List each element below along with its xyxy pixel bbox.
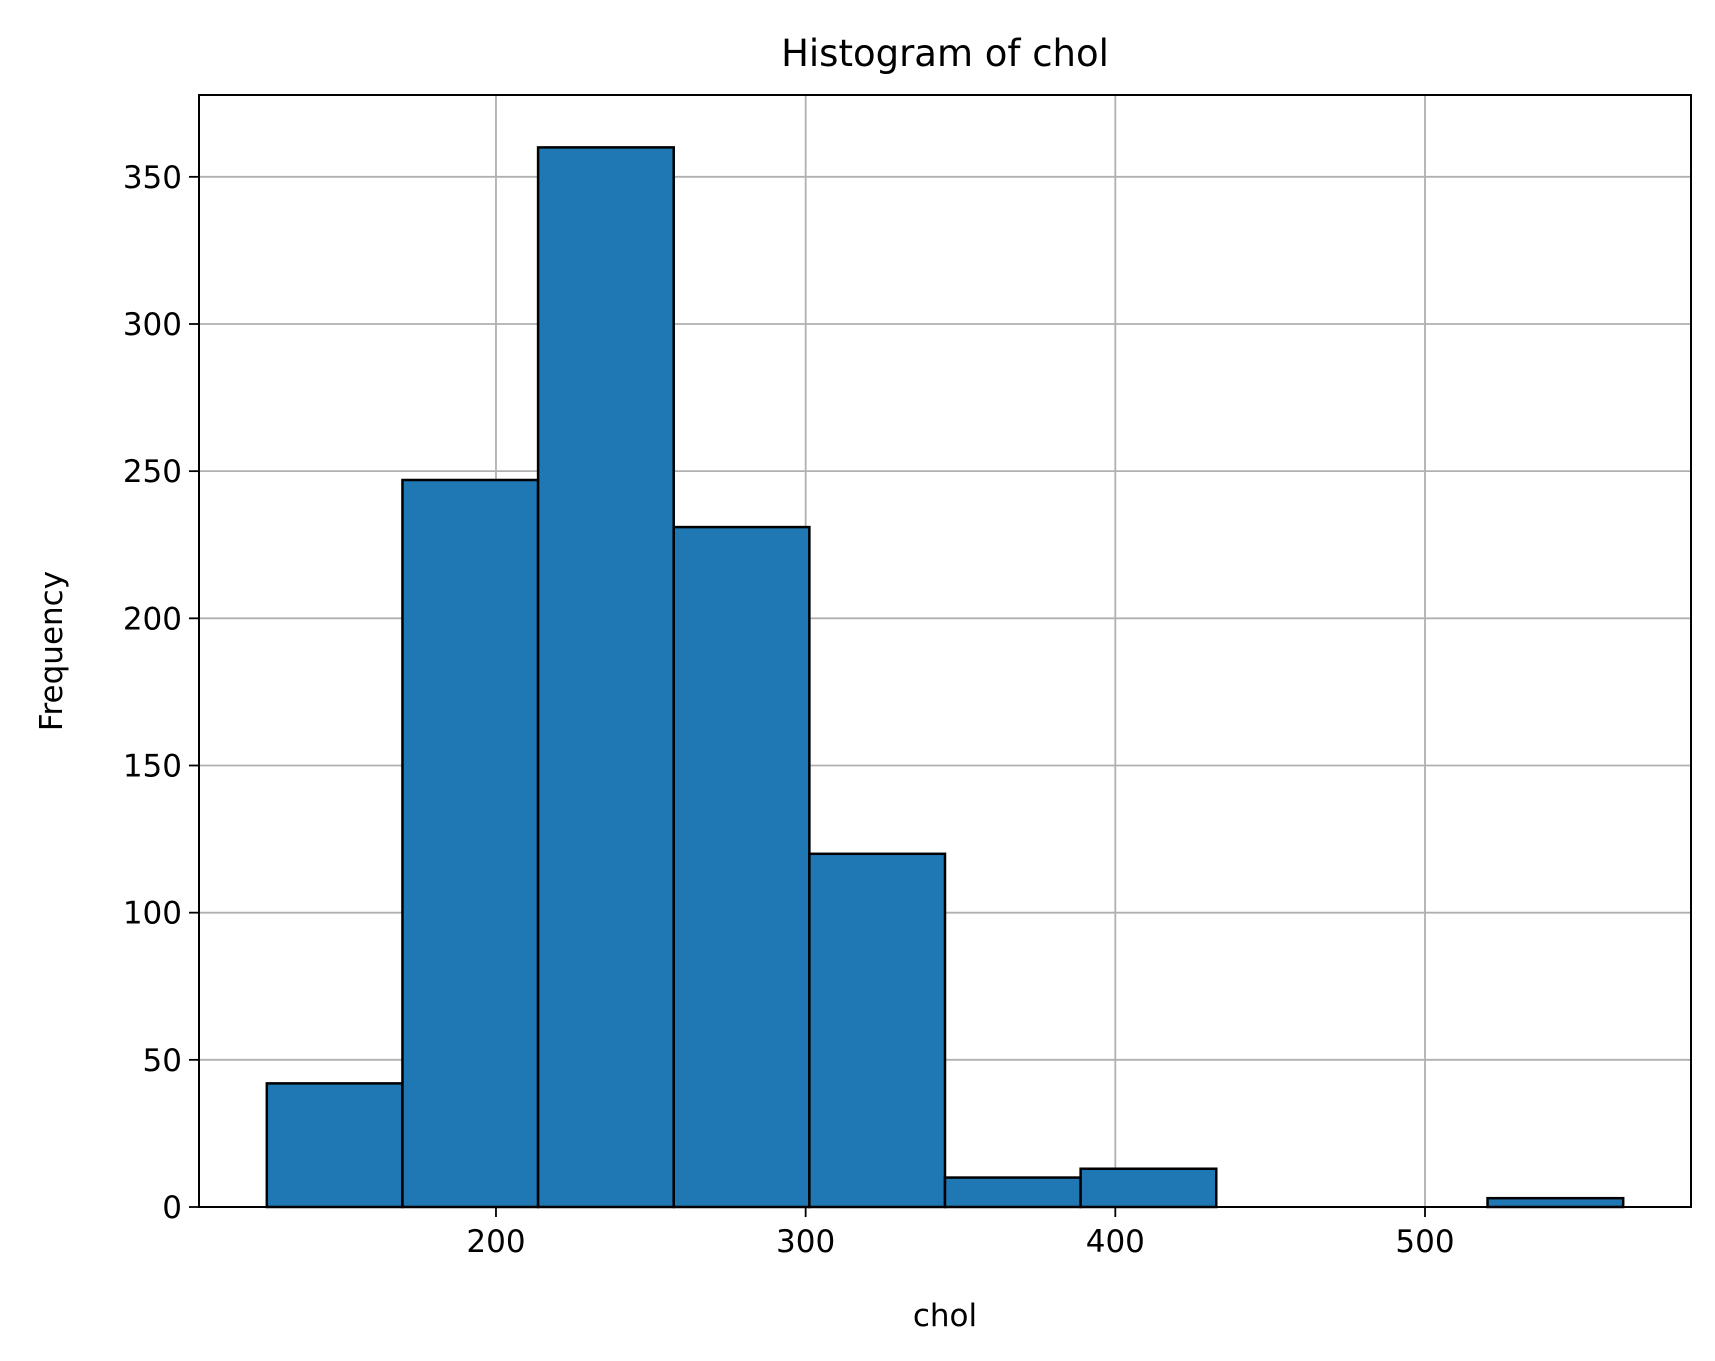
chart-title: Histogram of chol (781, 32, 1109, 75)
histogram-bar-10 (1486, 1196, 1625, 1209)
x-tick-label-300: 300 (776, 1224, 835, 1260)
histogram-bar-6 (943, 1176, 1082, 1209)
histogram-bar-4 (672, 525, 811, 1209)
plot-frame (198, 94, 1692, 1208)
histogram-bar-7 (1079, 1167, 1218, 1209)
x-tick-label-500: 500 (1395, 1224, 1454, 1260)
histogram-bar-3 (536, 146, 675, 1209)
axis-ticks: 200 300 400 500 0 50 100 150 200 250 300 350 (123, 160, 1455, 1260)
histogram-bar-5 (808, 852, 947, 1209)
x-axis-label: chol (913, 1298, 977, 1334)
y-tick-label-200: 200 (123, 601, 182, 637)
y-tick-label-250: 250 (123, 454, 182, 490)
y-tick-label-50: 50 (143, 1043, 182, 1079)
x-tick-label-400: 400 (1086, 1224, 1145, 1260)
histogram-bars (265, 146, 1625, 1209)
y-tick-label-300: 300 (123, 307, 182, 343)
y-tick-label-100: 100 (123, 896, 182, 932)
histogram-bar-2 (401, 478, 540, 1209)
y-tick-label-0: 0 (162, 1190, 182, 1226)
x-tick-label-200: 200 (466, 1224, 525, 1260)
y-tick-label-150: 150 (123, 748, 182, 784)
y-axis-label: Frequency (34, 571, 70, 731)
y-tick-label-350: 350 (123, 160, 182, 196)
histogram-bar-1 (265, 1082, 404, 1209)
